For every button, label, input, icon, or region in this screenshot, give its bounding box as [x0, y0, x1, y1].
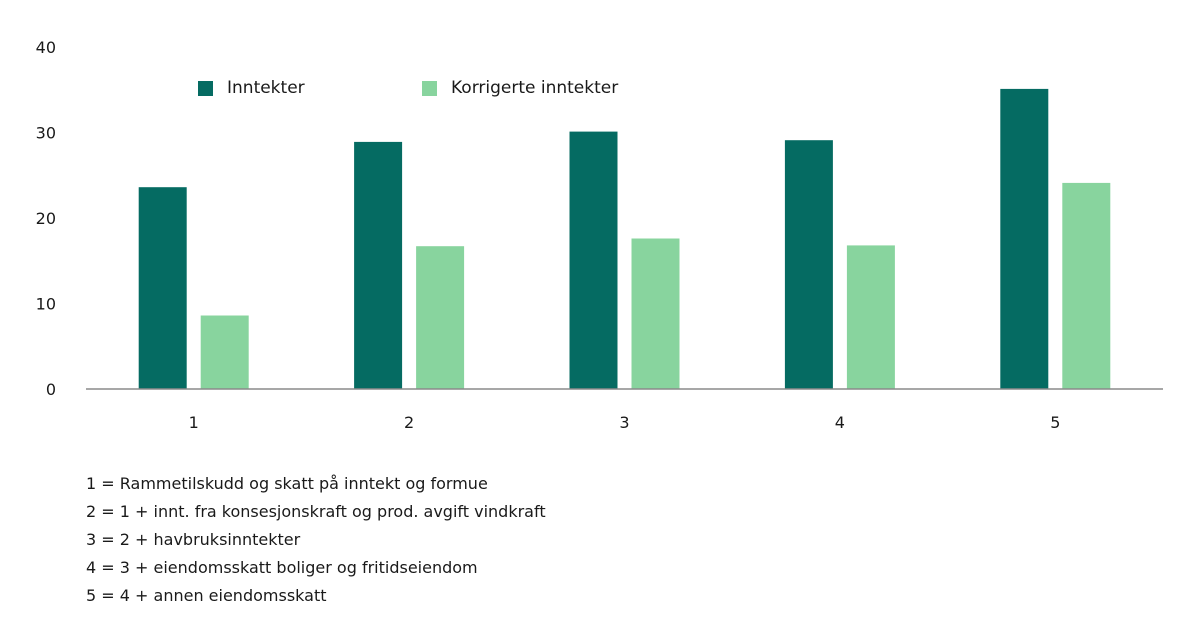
bar-chart: 0 10 20 30 40 1 2 3 4 5: [36, 38, 1163, 432]
bar-inntekter-5: [1000, 88, 1049, 390]
y-tick-label: 40: [36, 38, 56, 57]
y-tick-label: 0: [46, 380, 56, 399]
bar-korrigerte-inntekter-2: [416, 246, 465, 389]
legend-swatch-korrigerte-inntekter: [422, 80, 437, 96]
y-axis: 0 10 20 30 40: [36, 38, 56, 399]
bar-korrigerte-inntekter-4: [846, 245, 895, 389]
x-tick-label: 3: [619, 413, 629, 432]
bar-inntekter-2: [354, 141, 403, 389]
bar-korrigerte-inntekter-1: [200, 315, 249, 389]
x-tick-label: 4: [835, 413, 845, 432]
x-tick-label: 1: [189, 413, 199, 432]
note-5: 5 = 4 + annen eiendomsskatt: [86, 586, 327, 605]
bar-inntekter-4: [784, 140, 833, 389]
category-notes: 1 = Rammetilskudd og skatt på inntekt og…: [86, 470, 546, 610]
x-tick-label: 5: [1050, 413, 1060, 432]
legend-item-inntekter: Inntekter: [198, 78, 305, 98]
note-2: 2 = 1 + innt. fra konsesjonskraft og pro…: [86, 502, 546, 521]
legend-swatch-inntekter: [198, 80, 213, 96]
y-tick-label: 10: [36, 295, 56, 314]
legend-label-korrigerte-inntekter: Korrigerte inntekter: [451, 78, 619, 98]
y-tick-label: 20: [36, 209, 56, 228]
legend-item-korrigerte-inntekter: Korrigerte inntekter: [422, 78, 618, 98]
legend-label-inntekter: Inntekter: [227, 78, 305, 98]
x-tick-label: 2: [404, 413, 414, 432]
note-1: 1 = Rammetilskudd og skatt på inntekt og…: [86, 474, 488, 493]
x-axis: 1 2 3 4 5: [189, 413, 1061, 432]
y-tick-label: 30: [36, 124, 56, 143]
bar-inntekter-1: [138, 187, 187, 389]
bar-korrigerte-inntekter-5: [1062, 182, 1111, 389]
bar-korrigerte-inntekter-3: [631, 238, 680, 389]
bar-inntekter-3: [569, 131, 618, 389]
note-4: 4 = 3 + eiendomsskatt boliger og fritids…: [86, 558, 478, 577]
note-3: 3 = 2 + havbruksinntekter: [86, 530, 301, 549]
bars: [138, 88, 1111, 390]
